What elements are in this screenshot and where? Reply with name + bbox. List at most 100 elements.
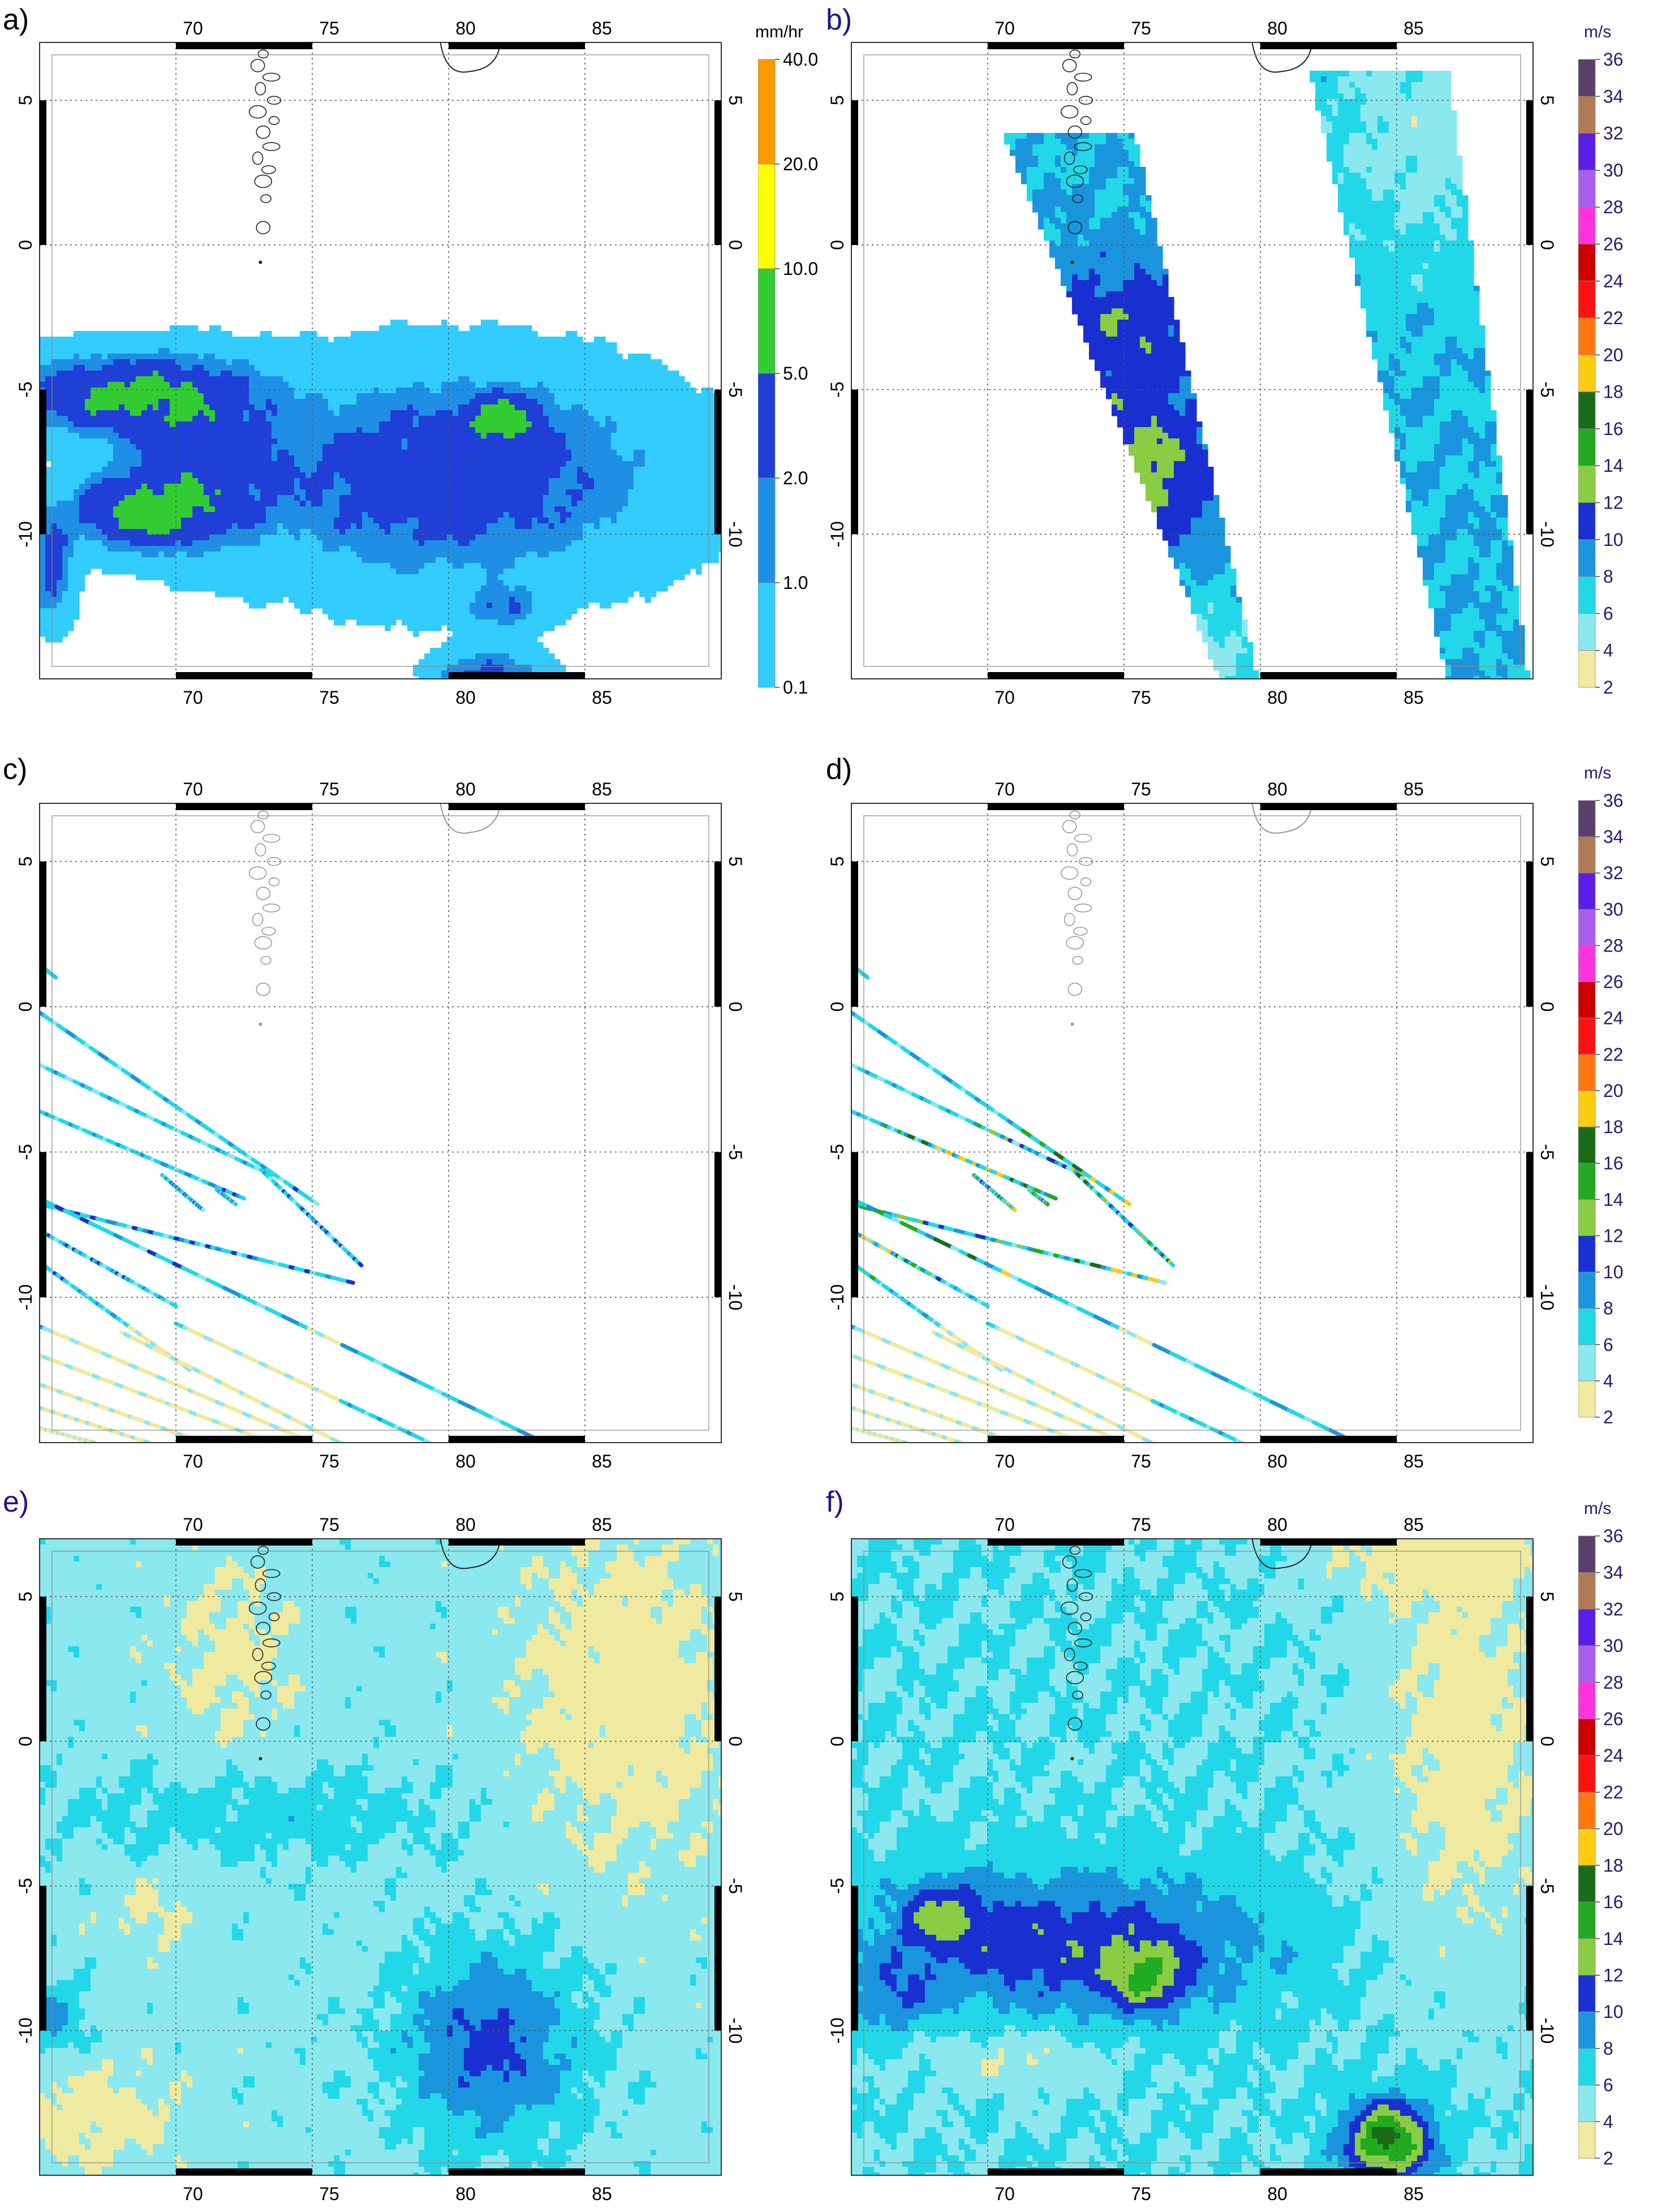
lon-tick-bottom: 75 (1131, 687, 1151, 708)
lat-tick-left: 5 (15, 1591, 36, 1602)
colorbar-label: 14 (1603, 1189, 1624, 1210)
lon-tick-top: 85 (592, 18, 612, 38)
lat-tick-right: -10 (725, 521, 746, 547)
lon-tick-top: 70 (183, 18, 203, 38)
lat-tick-left: -10 (15, 2017, 36, 2043)
colorbar-swatch (1578, 1646, 1595, 1682)
precip-colorbar-unit: mm/hr (755, 23, 803, 42)
lat-tick-left: 0 (15, 240, 36, 250)
colorbar-swatch (1578, 909, 1595, 945)
lon-tick-top: 70 (183, 779, 203, 799)
map-content (40, 1539, 725, 2179)
lon-tick-bottom: 75 (319, 687, 339, 708)
colorbar-label: 22 (1603, 1782, 1624, 1802)
wind-colorbar-unit-f: m/s (1584, 1499, 1611, 1518)
colorbar-label: 2 (1603, 1407, 1613, 1426)
colorbar-label: 6 (1603, 2075, 1613, 2095)
lon-tick-top: 75 (319, 18, 339, 38)
colorbar-label: 28 (1603, 197, 1624, 217)
lon-tick-bottom: 70 (183, 687, 203, 708)
colorbar-swatch (1578, 2085, 1595, 2122)
colorbar-label: 26 (1603, 234, 1624, 254)
colorbar-swatch (1578, 207, 1595, 244)
colorbar-label: 16 (1603, 419, 1624, 439)
map-content (851, 803, 1356, 1443)
colorbar-swatch (758, 583, 775, 687)
grid-lines (851, 803, 1533, 1443)
wind-colorbar-unit-d: m/s (1584, 764, 1611, 783)
plot-frame (40, 803, 721, 1443)
colorbar-swatch (1578, 1939, 1595, 1976)
lat-tick-right: 5 (725, 1591, 746, 1602)
colorbar-swatch (1578, 2012, 1595, 2049)
map-content (851, 1539, 1536, 2179)
colorbar-label: 2 (1603, 2148, 1613, 2167)
lat-tick-left: -5 (827, 1878, 847, 1893)
lat-tick-left: -5 (15, 1144, 36, 1160)
lat-tick-left: 5 (15, 857, 36, 867)
colorbar-swatch (1578, 59, 1595, 96)
lat-tick-right: -5 (1537, 1878, 1557, 1893)
colorbar-label: 20 (1603, 1819, 1624, 1839)
colorbar-swatch (1578, 170, 1595, 207)
lon-tick-bottom: 80 (455, 687, 476, 708)
colorbar-svg: 40.020.010.05.02.01.00.1 (758, 51, 843, 696)
colorbar-label: 28 (1603, 935, 1624, 956)
lon-tick-bottom: 75 (319, 2184, 339, 2204)
colorbar-label: 1.0 (783, 573, 808, 593)
colorbar-swatch (1578, 2121, 1595, 2158)
colorbar-swatch (1578, 1309, 1595, 1345)
lat-tick-left: -10 (15, 521, 36, 547)
colorbar-swatch (758, 164, 775, 269)
lon-tick-bottom: 85 (592, 687, 612, 708)
colorbar-swatch (1578, 1902, 1595, 1939)
lon-tick-bottom: 70 (183, 1451, 203, 1471)
lon-tick-bottom: 70 (183, 2184, 203, 2204)
colorbar-label: 30 (1603, 1636, 1624, 1656)
colorbar-label: 12 (1603, 1225, 1624, 1246)
lat-tick-left: 0 (827, 1736, 847, 1746)
field-raster (40, 1539, 725, 2179)
colorbar-swatch (1578, 540, 1595, 576)
track-segment (360, 1264, 361, 1266)
colorbar-label: 12 (1603, 1965, 1624, 1985)
colorbar-label: 4 (1603, 2111, 1613, 2132)
lon-tick-bottom: 75 (1131, 1451, 1151, 1471)
colorbar-label: 36 (1603, 792, 1624, 811)
wind-colorbar-unit-b: m/s (1584, 23, 1611, 42)
lat-tick-right: 0 (725, 240, 746, 250)
lon-tick-top: 75 (1131, 1514, 1151, 1535)
colorbar-label: 20 (1603, 345, 1624, 365)
field-raster (1004, 71, 1531, 682)
colorbar-swatch (1578, 1091, 1595, 1127)
lon-tick-top: 80 (455, 779, 476, 799)
plot-frame (851, 803, 1533, 1443)
colorbar-label: 6 (1603, 1335, 1613, 1355)
colorbar-label: 40.0 (783, 51, 818, 70)
lat-tick-right: 0 (1537, 240, 1557, 250)
colorbar-swatch (1578, 1865, 1595, 1902)
lon-tick-bottom: 80 (1267, 2184, 1288, 2204)
colorbar-label: 16 (1603, 1153, 1624, 1173)
colorbar-label: 28 (1603, 1672, 1624, 1693)
panel-b-label: b) (826, 3, 852, 37)
lat-tick-right: -5 (725, 1144, 746, 1160)
colorbar-swatch (1578, 244, 1595, 281)
lon-tick-bottom: 85 (592, 2184, 612, 2204)
lon-tick-bottom: 75 (1131, 2184, 1151, 2204)
colorbar-label: 18 (1603, 1855, 1624, 1875)
track-lines (40, 969, 544, 1443)
colorbar-label: 24 (1603, 1008, 1624, 1028)
colorbar-label: 32 (1603, 1599, 1624, 1619)
colorbar-swatch (1578, 1199, 1595, 1236)
colorbar-label: 2 (1603, 677, 1613, 696)
colorbar-label: 26 (1603, 972, 1624, 992)
colorbar-swatch (758, 478, 775, 583)
